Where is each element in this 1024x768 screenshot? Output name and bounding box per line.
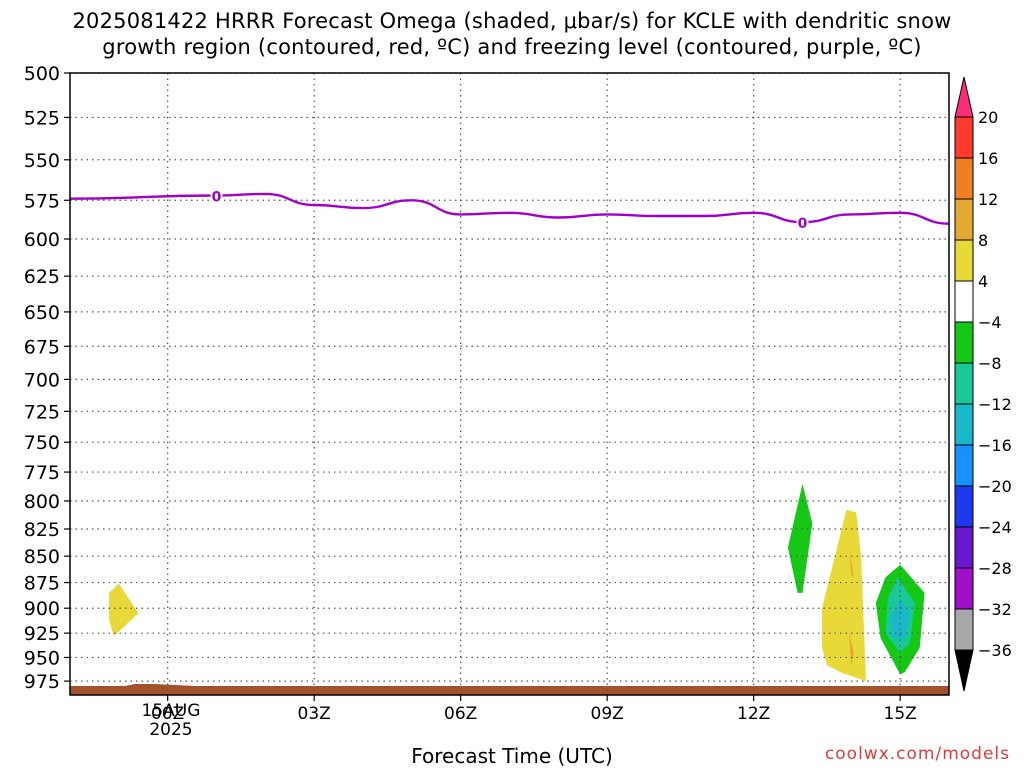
colorbar-label: −24 <box>978 518 1012 537</box>
y-tick-label: 825 <box>24 519 60 541</box>
date-label-day: 15AUG <box>141 701 201 721</box>
y-tick-label: 625 <box>24 266 60 288</box>
colorbar-band <box>954 567 974 610</box>
omega-region-3 <box>787 483 813 593</box>
y-tick-label: 725 <box>24 401 60 423</box>
colorbar-label: −16 <box>978 436 1012 455</box>
omega-region-7 <box>848 633 854 666</box>
y-tick-label: 575 <box>24 190 60 212</box>
chart-title: 2025081422 HRRR Forecast Omega (shaded, … <box>0 8 1024 60</box>
colorbar-label: 20 <box>978 108 998 127</box>
freezing-level-label: 0 <box>798 216 808 232</box>
plot-frame <box>69 72 950 696</box>
colorbar-label: 12 <box>978 190 998 209</box>
colorbar-band <box>954 362 974 405</box>
colorbar-label: −12 <box>978 395 1012 414</box>
y-tick-label: 650 <box>24 302 60 324</box>
freezing-level-layer: 00 <box>69 187 950 232</box>
date-label: 15AUG 2025 <box>140 702 202 740</box>
omega-region-2 <box>548 556 564 607</box>
colorbar-band <box>954 239 974 282</box>
y-tick-label: 950 <box>24 647 60 669</box>
terrain-bump <box>115 684 215 690</box>
freezing-level-line <box>69 192 950 225</box>
omega-region-5 <box>822 510 866 682</box>
colorbar-label: −4 <box>978 313 1002 332</box>
colorbar-label: −8 <box>978 354 1002 373</box>
grid-layer <box>70 72 949 695</box>
y-tick-label: 850 <box>24 546 60 568</box>
y-tick-label: 875 <box>24 573 60 595</box>
colorbar-band <box>954 608 974 651</box>
colorbar-band <box>954 403 974 446</box>
credit-link[interactable]: coolwx.com/models <box>824 744 1010 764</box>
y-tick-label: 975 <box>24 671 60 693</box>
freezing-level-label-bg <box>796 214 809 231</box>
y-tick-label: 775 <box>24 462 60 484</box>
y-tick-label: 750 <box>24 432 60 454</box>
colorbar-band <box>954 444 974 487</box>
x-tick-label: 15Z <box>884 704 917 724</box>
y-tick-label: 700 <box>24 369 60 391</box>
x-tick-label: 06Z <box>444 704 477 724</box>
chart-title-line-1: 2025081422 HRRR Forecast Omega (shaded, … <box>72 9 952 33</box>
date-label-year: 2025 <box>149 720 193 740</box>
colorbar-top-arrow <box>954 76 974 118</box>
freezing-level-label-bg <box>210 187 223 204</box>
y-tick-label: 925 <box>24 623 60 645</box>
terrain-bar <box>70 686 949 695</box>
colorbar-band <box>954 198 974 241</box>
colorbar-label: −36 <box>978 641 1012 660</box>
y-tick-label: 900 <box>24 598 60 620</box>
colorbar-band <box>954 485 974 528</box>
colorbar-label: −32 <box>978 600 1012 619</box>
colorbar-label: 16 <box>978 149 998 168</box>
colorbar-bottom-arrow <box>954 649 974 692</box>
x-tick-label: 12Z <box>737 704 770 724</box>
y-tick-label: 600 <box>24 229 60 251</box>
colorbar-band <box>954 526 974 569</box>
omega-region-1 <box>109 583 139 637</box>
x-axis: 00Z 03Z 06Z 09Z 12Z 15Z <box>151 695 917 724</box>
x-axis-label: Forecast Time (UTC) <box>411 744 613 768</box>
x-tick-label: 00Z <box>151 704 184 724</box>
colorbar-band <box>954 157 974 200</box>
y-tick-label: 550 <box>24 150 60 172</box>
colorbar-label: 8 <box>978 231 988 250</box>
omega-region-0 <box>82 517 202 669</box>
y-tick-label: 500 <box>24 63 60 85</box>
colorbar-band <box>954 116 974 159</box>
freezing-level-label: 0 <box>212 189 222 205</box>
x-tick-label: 09Z <box>591 704 624 724</box>
y-tick-label: 800 <box>24 491 60 513</box>
colorbar-band <box>954 280 974 323</box>
y-tick-label: 675 <box>24 336 60 358</box>
omega-region-6 <box>848 550 854 578</box>
y-axis: 500 525 550 575 600 625 650 675 700 725 750 775 800 8… <box>24 63 70 693</box>
omega-shading-layer <box>82 460 949 686</box>
colorbar-label: −20 <box>978 477 1012 496</box>
colorbar: 20 16 12 8 4 −4 −8 −12 −16 −20 −24 −28 −32 −36 <box>954 76 1012 692</box>
y-tick-label: 525 <box>24 107 60 129</box>
colorbar-band <box>954 321 974 364</box>
colorbar-label: 4 <box>978 272 988 291</box>
x-tick-label: 03Z <box>298 704 331 724</box>
colorbar-label: −28 <box>978 559 1012 578</box>
chart-title-line-2: growth region (contoured, red, ºC) and f… <box>102 35 922 59</box>
